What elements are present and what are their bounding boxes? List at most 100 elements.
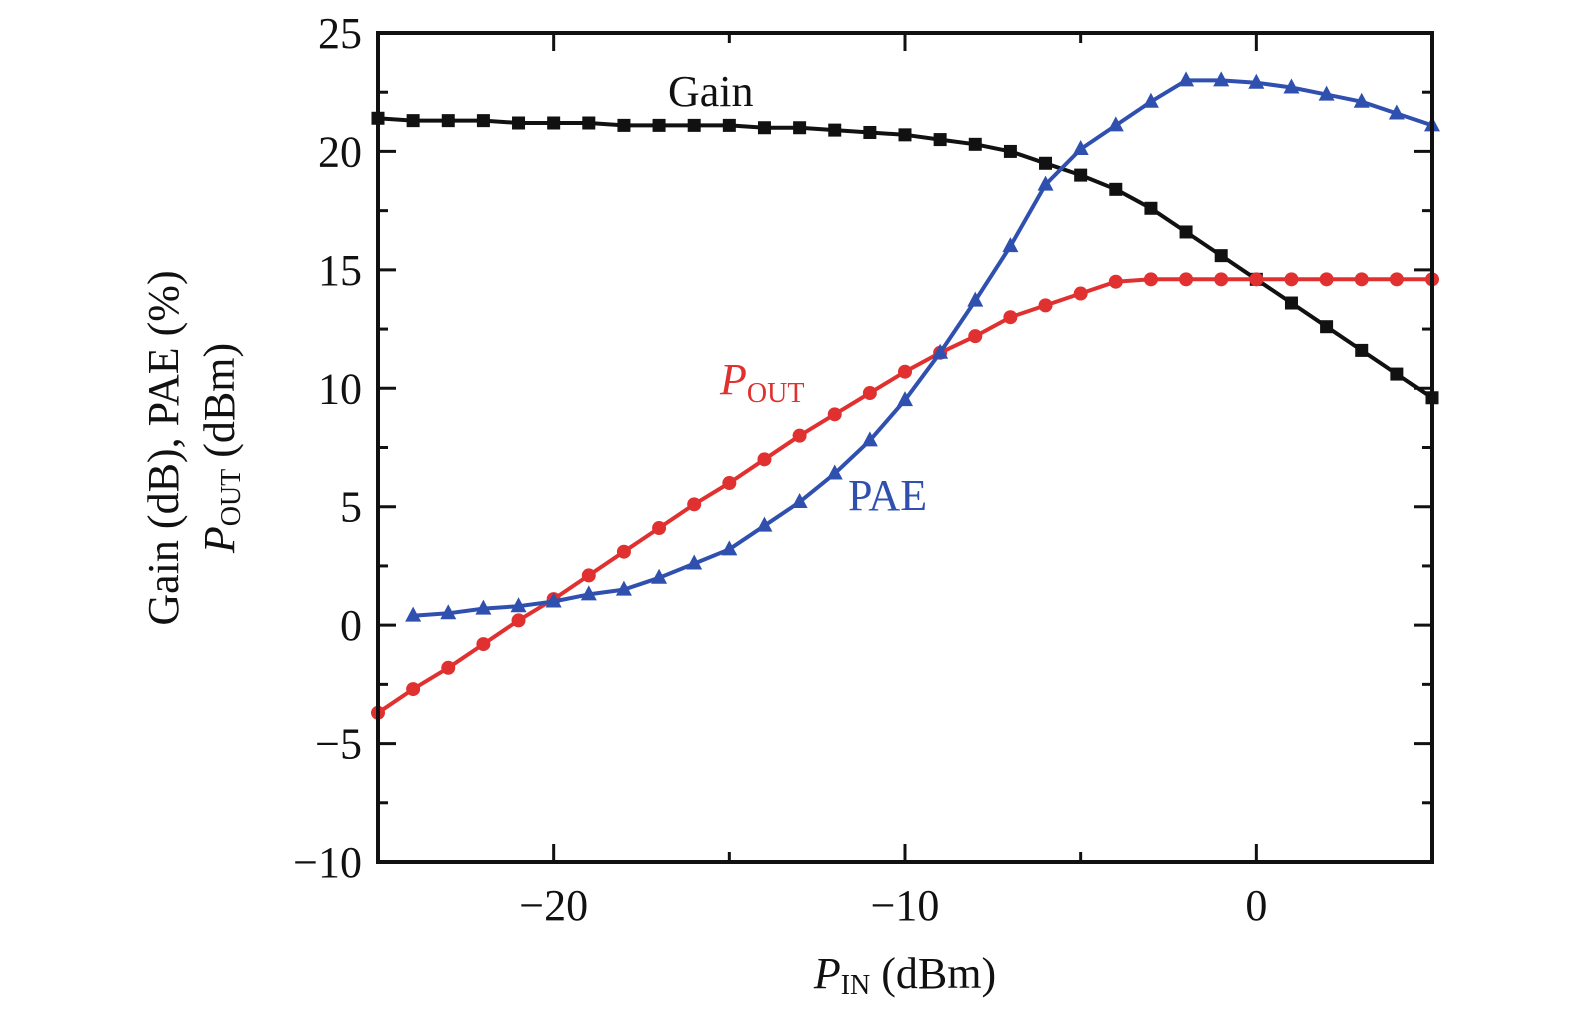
data-point-pout [441, 660, 456, 675]
data-point-pout [722, 476, 737, 491]
data-point-pout [1389, 272, 1404, 287]
data-point-pae [861, 431, 878, 447]
data-point-gain [512, 116, 526, 130]
data-point-gain [1284, 296, 1298, 310]
y-tick-label: 25 [318, 9, 362, 58]
data-point-pae [1283, 78, 1300, 94]
data-point-pae [1002, 237, 1019, 253]
y-tick-label: 15 [318, 246, 362, 295]
x-tick-label: −20 [519, 881, 588, 930]
data-point-pae [756, 516, 773, 532]
data-point-pout [406, 682, 421, 697]
data-point-pout [652, 521, 667, 536]
data-point-pae [440, 604, 457, 620]
y-axis-title-line2: POUT (dBm) [195, 343, 247, 554]
y-tick-label: 0 [340, 601, 362, 650]
data-point-pae [580, 585, 597, 601]
data-point-pout [827, 407, 842, 422]
data-point-pae [1072, 140, 1089, 156]
x-axis-title-sub: IN [841, 970, 871, 1001]
y-tick-label: 5 [340, 483, 362, 532]
data-point-pout [898, 364, 912, 379]
series-label-pae: PAE [848, 471, 927, 520]
data-point-pae [1178, 71, 1195, 87]
data-point-gain [441, 114, 455, 128]
series-label-pout-sub: OUT [747, 378, 805, 409]
series-label-pout-main: P [719, 355, 747, 404]
data-point-pae [1107, 116, 1124, 132]
data-point-gain [617, 118, 631, 132]
data-point-pae [615, 580, 632, 596]
data-point-pout [1214, 272, 1229, 287]
data-point-gain [898, 128, 912, 142]
data-point-pae [1353, 92, 1370, 108]
data-point-pout [757, 452, 772, 467]
data-point-pae [791, 492, 808, 508]
data-point-pae [651, 568, 668, 584]
data-point-pout [476, 637, 491, 652]
data-point-pout [616, 544, 631, 559]
data-point-pae [1037, 175, 1054, 191]
x-axis-title: PIN (dBm) [813, 949, 996, 1001]
data-point-pae [1318, 85, 1335, 101]
data-point-pae [510, 597, 527, 613]
data-point-pout [1073, 286, 1088, 301]
data-point-gain [722, 118, 736, 132]
y-tick-label: 20 [318, 127, 362, 176]
data-point-gain [1179, 225, 1193, 239]
data-point-gain [1003, 144, 1017, 158]
y-axis-title-line2-sub: OUT [216, 469, 247, 527]
data-point-gain [547, 116, 561, 130]
data-point-pae [967, 291, 984, 307]
data-point-gain [757, 121, 771, 135]
y-tick-label: −10 [293, 838, 362, 887]
data-point-gain [1109, 182, 1123, 196]
x-tick-label: 0 [1245, 881, 1267, 930]
y-axis-title-line2-main: P [195, 526, 244, 554]
series-pae [405, 71, 1440, 622]
x-axis-title-main: P [813, 949, 841, 998]
data-point-gain [1390, 367, 1404, 381]
series-line-gain [377, 116, 1434, 400]
series-line-pae [412, 78, 1433, 618]
series-label-gain: Gain [668, 67, 754, 116]
data-point-gain [968, 137, 982, 151]
y-tick-label: −5 [315, 720, 362, 769]
data-point-pae [1248, 73, 1265, 89]
data-point-pout [1354, 272, 1369, 287]
data-point-gain [863, 125, 877, 139]
data-point-gain [406, 114, 420, 128]
data-point-pae [1388, 104, 1405, 120]
data-point-gain [1320, 320, 1334, 334]
data-point-pout [1319, 272, 1334, 287]
data-point-pae [405, 606, 422, 622]
series-layer [371, 71, 1440, 720]
y-axis-title: Gain (dB), PAE (%) POUT (dBm) [139, 270, 247, 625]
y-axis-title-line2-unit: (dBm) [195, 343, 244, 469]
data-point-gain [828, 123, 842, 137]
data-point-pout [1284, 272, 1299, 287]
data-point-gain [582, 116, 596, 130]
data-point-pae [1213, 71, 1230, 87]
data-point-pae [545, 592, 562, 608]
data-point-pae [932, 343, 949, 359]
data-point-pae [686, 554, 703, 570]
series-label-pout: POUT [719, 355, 804, 409]
data-point-pout [968, 329, 983, 344]
x-axis-title-unit: (dBm) [870, 949, 996, 998]
data-point-gain [652, 118, 666, 132]
data-point-pout [862, 386, 877, 401]
x-tick-label: −10 [871, 881, 940, 930]
data-point-pout [511, 613, 526, 628]
data-point-pae [1142, 92, 1159, 108]
y-axis-title-line1: Gain (dB), PAE (%) [139, 270, 188, 625]
data-point-pae [721, 540, 738, 556]
data-point-gain [1144, 201, 1158, 215]
data-point-gain [1074, 168, 1088, 182]
data-point-gain [1355, 343, 1369, 357]
data-point-gain [933, 133, 947, 147]
data-point-pout [1003, 310, 1018, 325]
data-point-pout [581, 568, 596, 583]
data-point-pae [475, 599, 492, 615]
